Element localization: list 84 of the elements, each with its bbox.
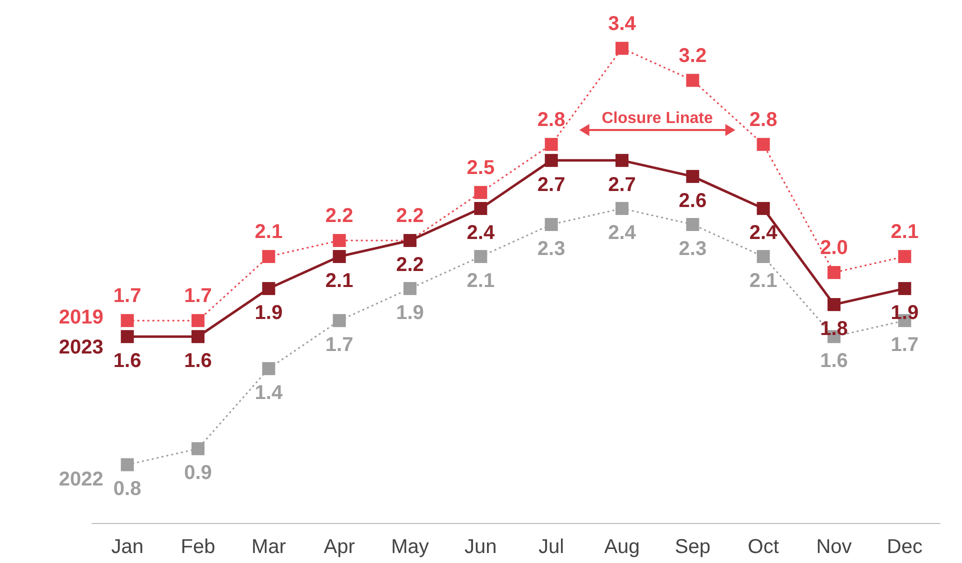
series-label: 2022 <box>58 468 104 491</box>
data-label: 2.2 <box>396 205 424 228</box>
point <box>474 250 488 264</box>
point <box>686 170 700 183</box>
point <box>192 330 204 344</box>
series-label: 2023 <box>58 336 104 359</box>
data-label: 2.1 <box>890 221 919 244</box>
point <box>616 42 628 55</box>
data-label: 2.1 <box>749 270 778 292</box>
point <box>756 250 770 264</box>
data-label: 1.7 <box>325 334 354 356</box>
x-tick-label: Feb <box>180 536 216 558</box>
point <box>192 442 204 456</box>
data-label: 1.7 <box>890 334 919 356</box>
data-label: 3.2 <box>678 44 707 67</box>
point <box>262 250 276 264</box>
point <box>120 314 134 328</box>
x-tick-label: Jul <box>538 536 564 558</box>
x-tick-label: Mar <box>251 536 286 558</box>
data-label: 1.9 <box>396 302 424 324</box>
point <box>544 154 558 167</box>
annotation: Closure Linate <box>602 110 713 127</box>
data-label: 2.6 <box>678 190 707 212</box>
data-label: 1.9 <box>890 302 919 324</box>
point <box>262 282 276 296</box>
data-label: 1.9 <box>254 302 283 324</box>
x-tick-label: Apr <box>324 536 356 558</box>
point <box>898 250 912 264</box>
data-label: 2.2 <box>396 254 424 276</box>
data-label: 2.8 <box>537 108 566 131</box>
point <box>616 154 628 167</box>
data-label: 2.1 <box>254 221 283 244</box>
data-label: 2.1 <box>466 270 495 292</box>
point <box>332 234 346 248</box>
data-label: 0.8 <box>113 478 142 500</box>
point <box>544 218 558 231</box>
data-label: 2.8 <box>749 108 778 131</box>
x-tick-label: Sep <box>674 536 710 558</box>
data-label: 2.4 <box>466 222 496 244</box>
data-label: 1.7 <box>184 285 212 308</box>
data-label: 1.4 <box>254 382 284 404</box>
point <box>120 330 134 344</box>
point <box>332 314 346 328</box>
data-label: 1.6 <box>820 350 848 372</box>
x-tick-label: Jun <box>464 536 497 558</box>
data-label: 1.7 <box>113 285 142 308</box>
data-label: 1.8 <box>820 318 848 340</box>
series-label: 2019 <box>58 306 104 329</box>
point <box>404 282 416 296</box>
x-tick-label: May <box>391 536 429 558</box>
point <box>898 282 912 296</box>
data-label: 2.3 <box>537 238 566 260</box>
data-label: 2.2 <box>325 205 354 228</box>
point <box>828 266 840 280</box>
data-label: 2.5 <box>466 156 495 179</box>
point <box>544 138 558 151</box>
point <box>686 218 700 231</box>
point <box>332 250 346 264</box>
x-tick-label: Nov <box>816 536 852 558</box>
point <box>756 202 770 215</box>
data-label: 2.0 <box>820 237 848 260</box>
point <box>120 458 134 472</box>
x-tick-label: Oct <box>748 536 780 558</box>
data-label: 0.9 <box>184 462 212 484</box>
point <box>262 362 276 376</box>
point <box>192 314 204 328</box>
data-label: 1.6 <box>113 350 142 372</box>
point <box>686 74 700 87</box>
data-label: 2.1 <box>325 270 354 292</box>
data-label: 2.4 <box>608 222 637 244</box>
point <box>756 138 770 151</box>
data-label: 2.4 <box>749 222 778 244</box>
point <box>616 202 628 215</box>
point <box>828 298 840 312</box>
x-tick-label: Jan <box>111 536 144 558</box>
data-label: 2.3 <box>678 238 707 260</box>
x-tick-label: Aug <box>604 536 640 558</box>
point <box>474 186 488 199</box>
point <box>474 202 488 215</box>
x-tick-label: Dec <box>886 536 922 558</box>
data-label: 2.7 <box>608 174 636 196</box>
data-label: 2.7 <box>537 174 566 196</box>
data-label: 1.6 <box>184 350 212 372</box>
data-label: 3.4 <box>608 12 637 35</box>
